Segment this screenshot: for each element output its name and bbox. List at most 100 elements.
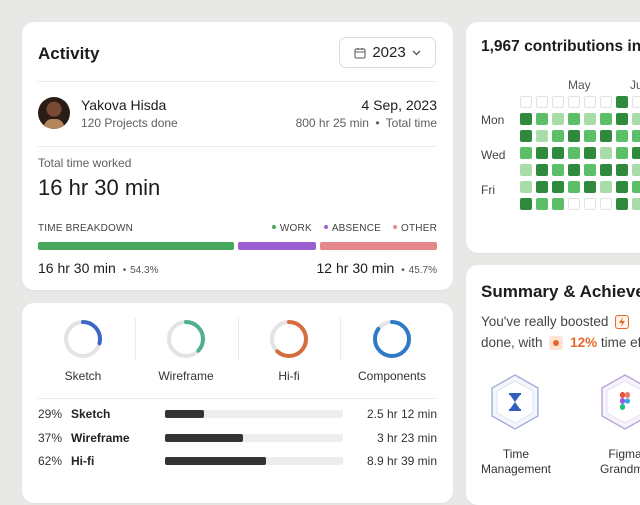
- heatmap-cell[interactable]: [632, 113, 640, 125]
- heatmap-cell[interactable]: [600, 198, 612, 210]
- rings-divider: [38, 398, 437, 399]
- heatmap-cell[interactable]: [552, 198, 564, 210]
- heatmap-cell[interactable]: [536, 198, 548, 210]
- heatmap-cell[interactable]: [568, 113, 580, 125]
- projects-card: Sketch Wireframe Hi-fi Components 29% Sk…: [22, 303, 453, 503]
- figma-icon[interactable]: [599, 373, 640, 431]
- user-projects: 120 Projects done: [81, 116, 178, 130]
- achievement-label: Time Management: [480, 447, 552, 476]
- heatmap-cell[interactable]: [520, 181, 532, 193]
- heatmap-cell[interactable]: [536, 130, 548, 142]
- contributions-card: 1,967 contributions in t May Ju Mon Wed …: [466, 22, 640, 253]
- heatmap-cell[interactable]: [568, 147, 580, 159]
- ring-sketch[interactable]: [63, 319, 103, 359]
- heatmap-cell[interactable]: [616, 164, 628, 176]
- row-fill: [165, 434, 244, 442]
- breakdown-right: 12 hr 30 min • 45.7%: [317, 260, 437, 276]
- heatmap-cell[interactable]: [552, 96, 564, 108]
- row-time: 3 hr 23 min: [376, 431, 437, 445]
- heatmap-cell[interactable]: [600, 113, 612, 125]
- legend-other: OTHER: [393, 223, 437, 234]
- heatmap-cell[interactable]: [584, 96, 596, 108]
- heatmap-cell[interactable]: [552, 147, 564, 159]
- day-label: Fri: [481, 183, 495, 197]
- row-name: Wireframe: [71, 431, 130, 445]
- heatmap-cell[interactable]: [616, 113, 628, 125]
- ring-wireframe[interactable]: [166, 319, 206, 359]
- hours-summary: 800 hr 25 min • Total time: [296, 116, 437, 130]
- other-dot-icon: [393, 225, 397, 230]
- heatmap-cell[interactable]: [600, 147, 612, 159]
- heatmap-cell[interactable]: [536, 164, 548, 176]
- heatmap-cell[interactable]: [520, 96, 532, 108]
- heatmap-cell[interactable]: [616, 181, 628, 193]
- heatmap-cell[interactable]: [616, 130, 628, 142]
- heatmap-cell[interactable]: [632, 181, 640, 193]
- year-value: 2023: [372, 44, 406, 61]
- summary-title: Summary & Achieve: [481, 282, 640, 301]
- heatmap-cell[interactable]: [632, 147, 640, 159]
- heatmap-cell[interactable]: [584, 164, 596, 176]
- heatmap-cell[interactable]: [536, 147, 548, 159]
- heatmap-cell[interactable]: [568, 164, 580, 176]
- row-pct: 62%: [38, 454, 63, 468]
- achievement-label: Figma Grandma: [599, 447, 640, 476]
- heatmap-cell[interactable]: [520, 147, 532, 159]
- summary-pct: 12%: [570, 335, 598, 350]
- heatmap-cell[interactable]: [600, 164, 612, 176]
- heatmap-cell[interactable]: [616, 198, 628, 210]
- ring-separator: [238, 318, 239, 360]
- year-selector[interactable]: 2023: [339, 37, 436, 68]
- hours-total: 800 hr 25 min: [295, 116, 369, 130]
- heatmap-cell[interactable]: [552, 130, 564, 142]
- heatmap-cell[interactable]: [520, 164, 532, 176]
- heatmap-cell[interactable]: [552, 113, 564, 125]
- ring-components[interactable]: [372, 319, 412, 359]
- heatmap-cell[interactable]: [520, 113, 532, 125]
- hourglass-icon[interactable]: [489, 373, 541, 431]
- heatmap-cell[interactable]: [536, 113, 548, 125]
- heatmap-cell[interactable]: [584, 113, 596, 125]
- heatmap-cell[interactable]: [616, 96, 628, 108]
- heatmap-cell[interactable]: [600, 96, 612, 108]
- row-pct: 29%: [38, 407, 63, 421]
- heatmap-cell[interactable]: [632, 96, 640, 108]
- heatmap-cell[interactable]: [552, 164, 564, 176]
- heatmap-cell[interactable]: [520, 198, 532, 210]
- row-fill: [165, 410, 205, 418]
- ring-separator: [340, 318, 341, 360]
- row-track: [165, 457, 343, 465]
- time-breakdown-label: TIME BREAKDOWN: [38, 223, 134, 234]
- right-pct: 45.7%: [408, 265, 437, 276]
- summary-card: Summary & Achieve You've really boosted …: [466, 265, 640, 505]
- heatmap-cell[interactable]: [584, 130, 596, 142]
- ring-hifi[interactable]: [269, 319, 309, 359]
- heatmap-cell[interactable]: [632, 198, 640, 210]
- month-label: Ju: [630, 78, 640, 92]
- heatmap-cell[interactable]: [552, 181, 564, 193]
- heatmap-cell[interactable]: [632, 130, 640, 142]
- avatar[interactable]: [38, 97, 70, 129]
- heatmap-cell[interactable]: [568, 181, 580, 193]
- heatmap-cell[interactable]: [584, 147, 596, 159]
- heatmap-cell[interactable]: [616, 147, 628, 159]
- total-worked-value: 16 hr 30 min: [38, 175, 161, 200]
- summary-line2-end: time ef: [600, 335, 640, 350]
- heatmap-cell[interactable]: [568, 130, 580, 142]
- breakdown-segment-other: [320, 242, 437, 250]
- heatmap-cell[interactable]: [568, 96, 580, 108]
- heatmap-cell[interactable]: [600, 181, 612, 193]
- heatmap-cell[interactable]: [568, 198, 580, 210]
- row-name: Sketch: [71, 407, 111, 421]
- user-name: Yakova Hisda: [81, 97, 167, 113]
- ring-separator: [135, 318, 136, 360]
- ring-label-hifi: Hi-fi: [278, 369, 300, 383]
- heatmap-cell[interactable]: [536, 96, 548, 108]
- left-value: 16 hr 30 min: [38, 260, 116, 276]
- heatmap-cell[interactable]: [536, 181, 548, 193]
- heatmap-cell[interactable]: [600, 130, 612, 142]
- heatmap-cell[interactable]: [584, 181, 596, 193]
- heatmap-cell[interactable]: [632, 164, 640, 176]
- heatmap-cell[interactable]: [584, 198, 596, 210]
- heatmap-cell[interactable]: [520, 130, 532, 142]
